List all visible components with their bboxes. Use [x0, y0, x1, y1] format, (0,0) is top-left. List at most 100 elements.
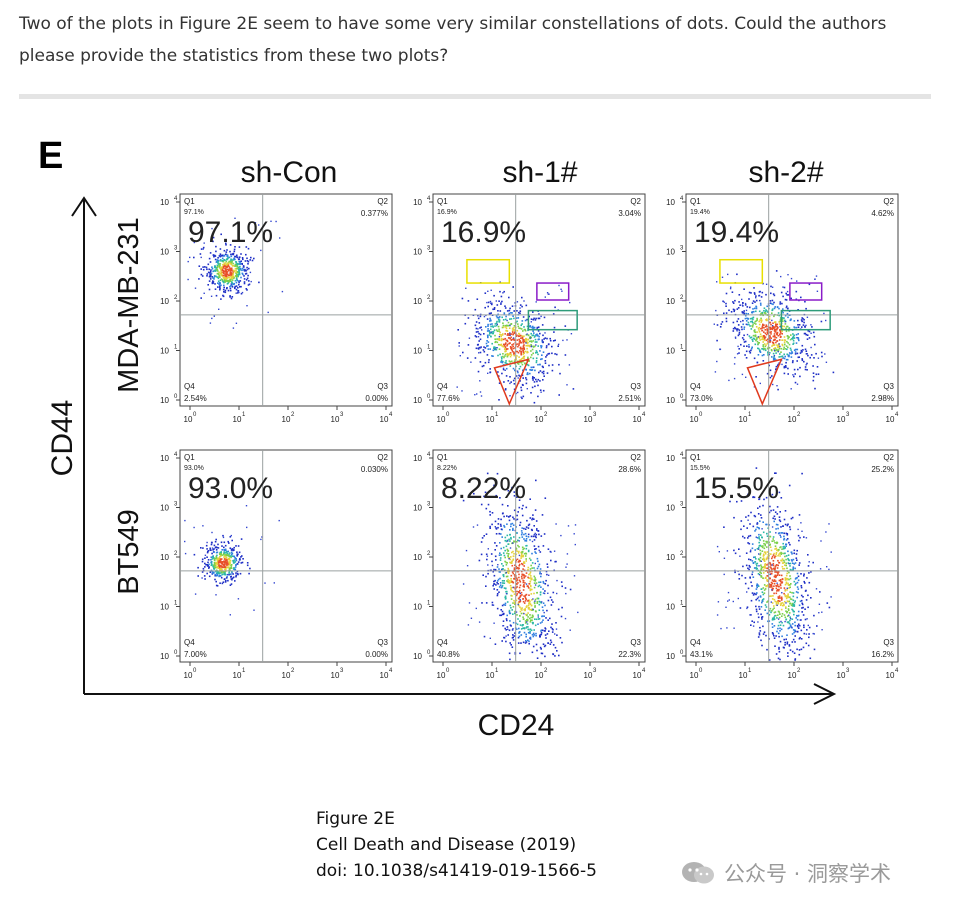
event-dot	[225, 251, 228, 253]
event-dot	[518, 554, 521, 557]
quadrant-label-q3: Q3	[377, 638, 388, 647]
event-dot	[218, 267, 221, 269]
event-dot	[216, 574, 219, 576]
event-dot	[226, 561, 229, 563]
y-tick-exponent: 4	[427, 196, 431, 202]
event-dot	[535, 334, 537, 336]
event-dot	[531, 608, 534, 611]
event-dot	[476, 393, 478, 395]
event-dot	[202, 246, 205, 249]
event-dot	[778, 574, 781, 576]
event-dot	[797, 528, 799, 531]
event-dot	[214, 573, 216, 576]
event-dot	[221, 549, 223, 551]
event-dot	[492, 308, 494, 311]
event-dot	[221, 561, 223, 564]
event-dot	[782, 562, 785, 564]
event-dot	[509, 353, 511, 355]
event-dot	[208, 268, 210, 271]
event-dot	[761, 599, 764, 601]
event-dot	[500, 334, 502, 336]
event-dot	[513, 353, 515, 355]
event-dot	[759, 549, 761, 552]
event-dot	[528, 599, 531, 602]
event-dot	[796, 352, 799, 355]
event-dot	[808, 561, 810, 563]
event-dot	[772, 517, 774, 520]
x-tick-label: 10	[437, 671, 446, 680]
event-dot	[521, 577, 523, 580]
event-dot	[499, 557, 502, 559]
event-dot	[515, 559, 517, 561]
event-dot	[788, 330, 790, 332]
event-dot	[520, 642, 522, 644]
event-dot	[753, 556, 755, 559]
event-dot	[761, 311, 764, 314]
event-dot	[234, 285, 237, 288]
event-dot	[755, 605, 757, 608]
event-dot	[495, 300, 497, 302]
event-dot	[719, 326, 722, 328]
event-dot	[785, 618, 788, 621]
event-dot	[778, 491, 781, 494]
event-dot	[522, 627, 524, 629]
event-dot	[779, 534, 781, 536]
event-dot	[525, 640, 527, 642]
event-dot	[511, 486, 513, 489]
event-dot	[517, 567, 519, 569]
event-dot	[513, 310, 515, 312]
event-dot	[237, 553, 239, 556]
event-dot	[547, 619, 549, 621]
event-dot	[757, 596, 760, 598]
event-dot	[776, 332, 779, 335]
event-dot	[218, 574, 221, 577]
event-dot	[527, 533, 530, 536]
x-tick-exponent: 1	[495, 668, 499, 674]
event-dot	[521, 551, 523, 554]
event-dot	[228, 274, 231, 277]
event-dot	[812, 372, 815, 374]
event-dot	[207, 550, 210, 552]
event-dot	[752, 594, 755, 596]
event-dot	[219, 566, 221, 569]
event-dot	[778, 585, 780, 588]
q2-value: 25.2%	[871, 465, 894, 474]
event-dot	[542, 389, 545, 392]
q2-value: 0.377%	[361, 209, 388, 218]
event-dot	[777, 632, 780, 635]
event-dot	[507, 581, 510, 584]
event-dot	[534, 535, 537, 538]
event-dot	[517, 544, 519, 547]
event-dot	[209, 261, 212, 263]
event-dot	[504, 549, 506, 552]
event-dot	[528, 583, 530, 585]
event-dot	[239, 262, 241, 265]
event-dot	[725, 606, 727, 608]
event-dot	[773, 354, 776, 357]
event-dot	[761, 348, 763, 350]
event-dot	[520, 557, 522, 559]
event-dot	[198, 278, 200, 280]
event-dot	[525, 535, 528, 537]
event-dot	[509, 547, 512, 549]
event-dot	[791, 650, 794, 653]
event-dot	[756, 522, 759, 524]
event-dot	[732, 308, 735, 311]
event-dot	[507, 543, 509, 545]
event-dot	[554, 633, 556, 635]
event-dot	[524, 575, 527, 577]
event-dot	[518, 579, 521, 582]
event-dot	[487, 305, 489, 308]
quadrant-label-q1: Q1	[184, 197, 195, 206]
event-dot	[730, 311, 733, 313]
y-tick-label: 10	[413, 504, 422, 513]
event-dot	[531, 348, 534, 351]
event-dot	[759, 553, 762, 556]
event-dot	[806, 353, 808, 355]
event-dot	[782, 348, 785, 350]
event-dot	[784, 555, 786, 558]
event-dot	[236, 563, 239, 565]
event-dot	[784, 339, 787, 342]
event-dot	[550, 604, 553, 606]
event-dot	[504, 536, 507, 539]
